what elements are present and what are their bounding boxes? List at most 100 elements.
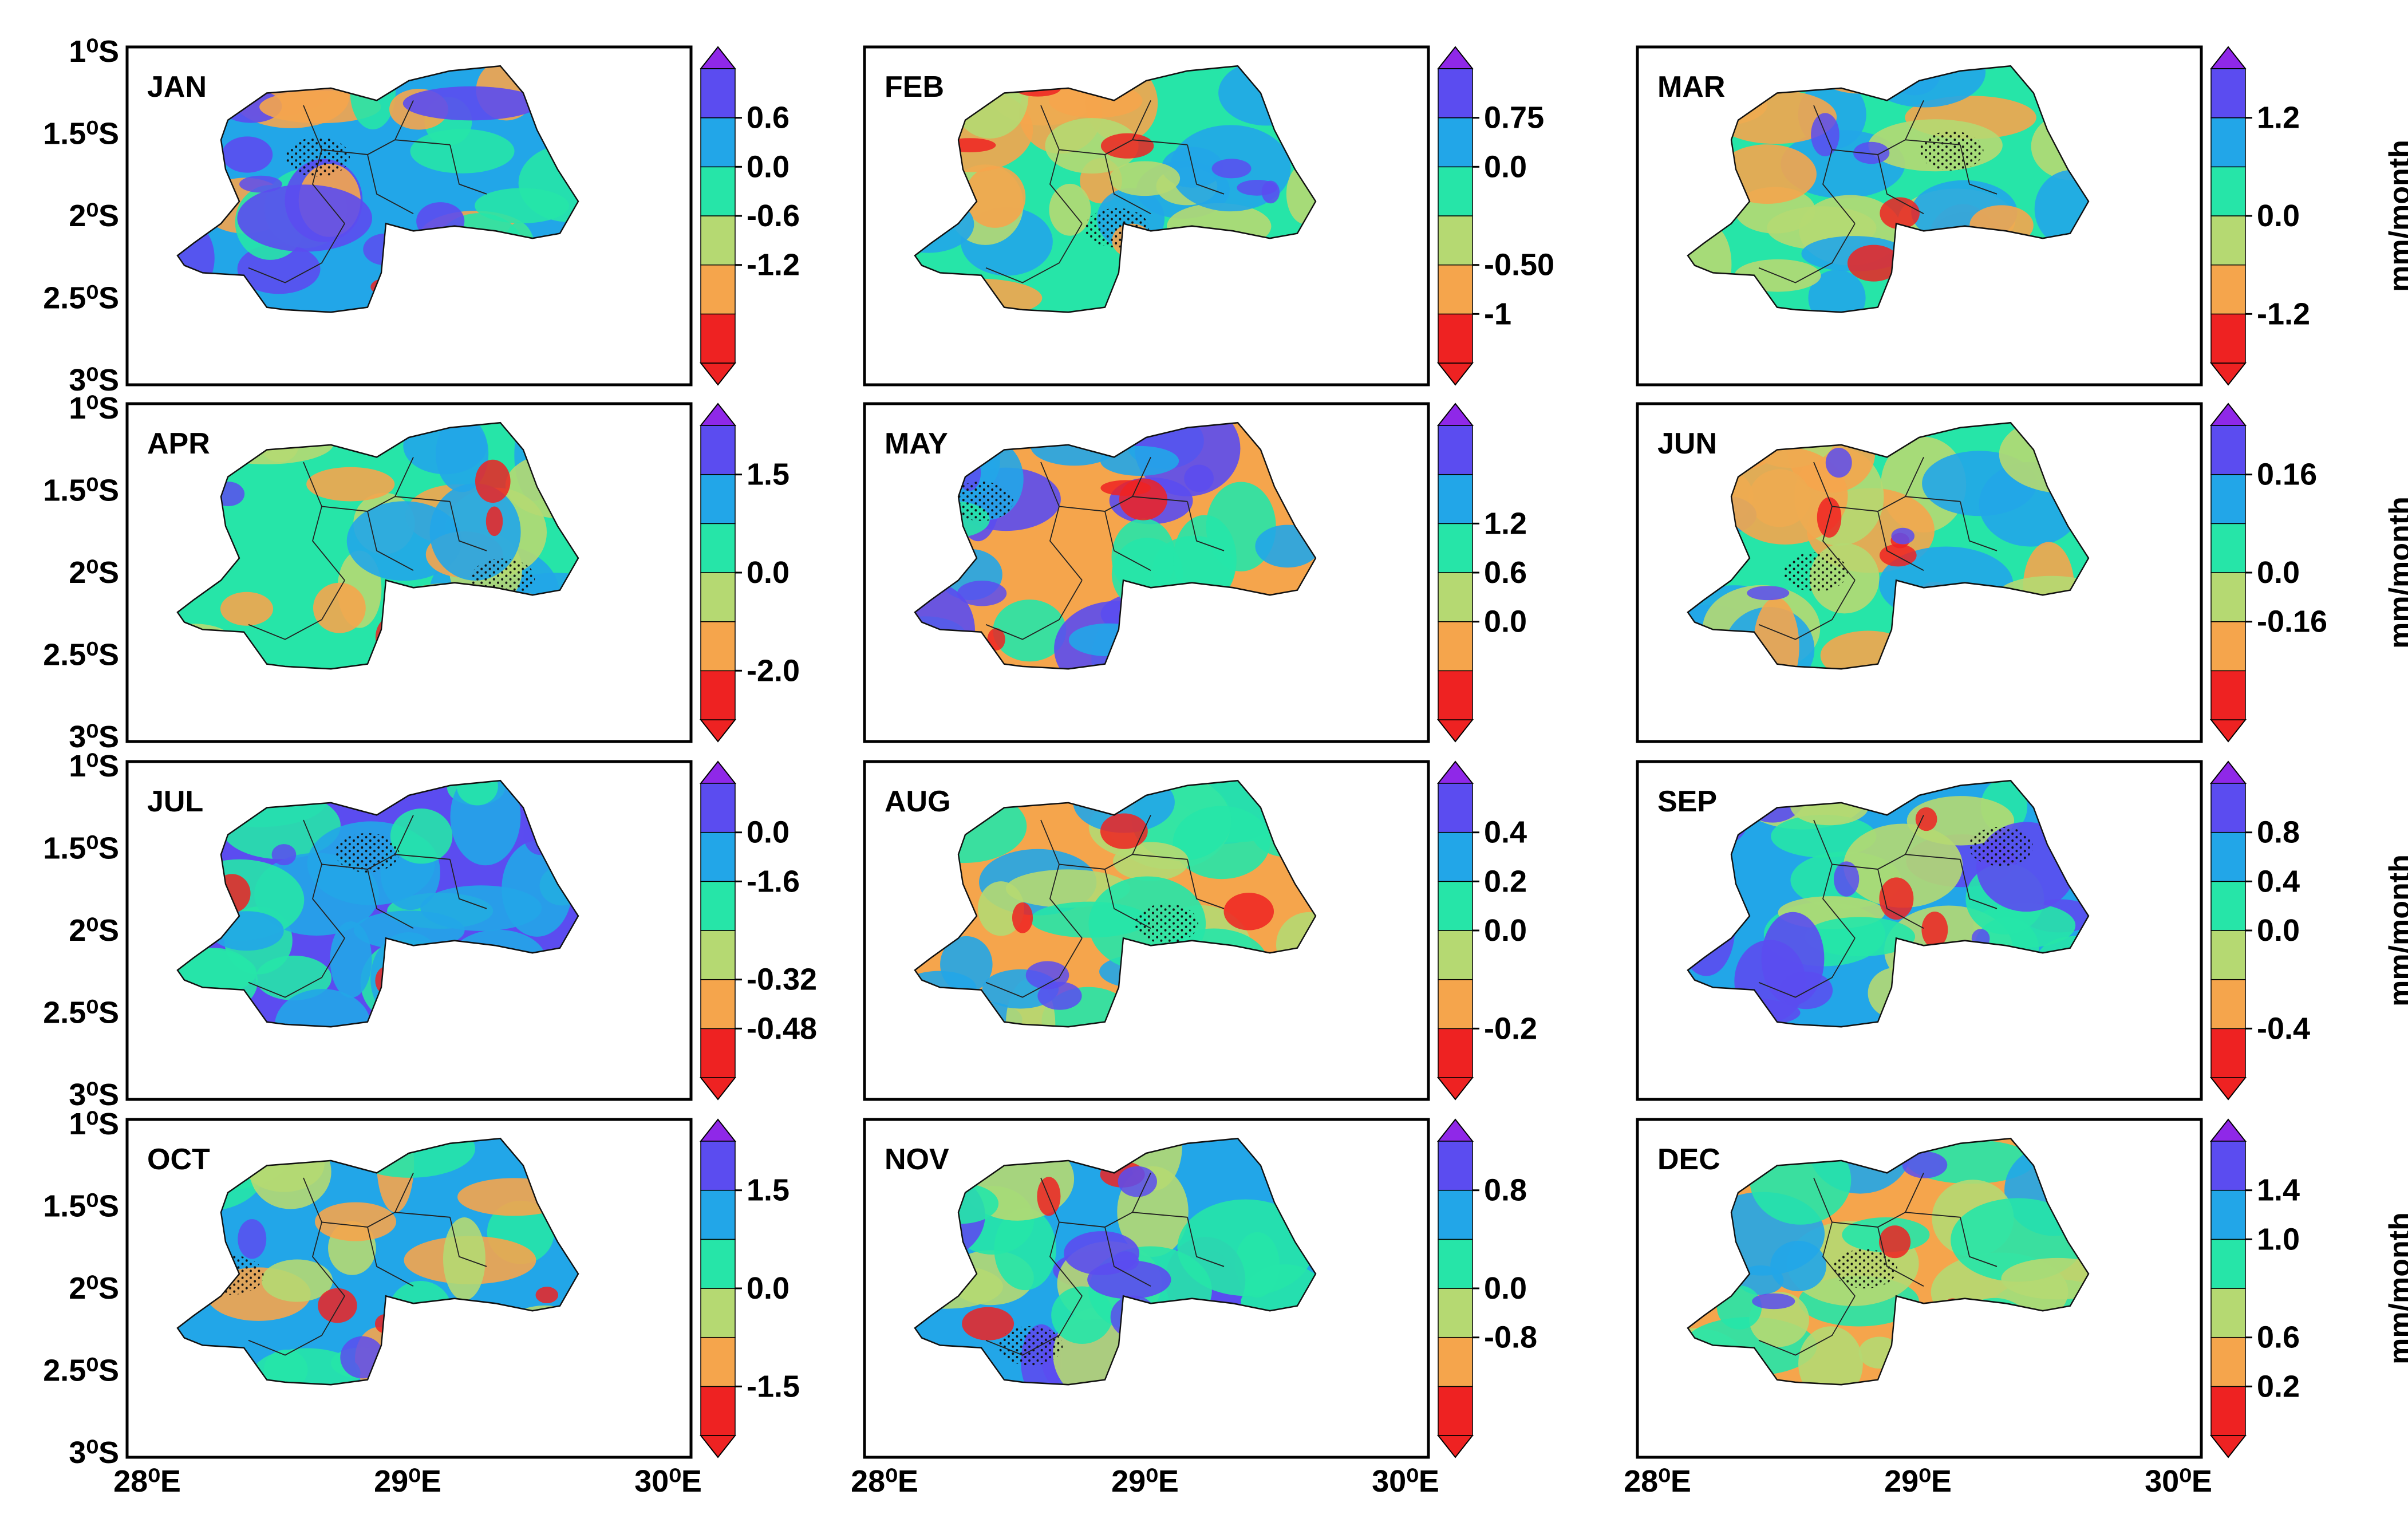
province-border [1960, 859, 1998, 909]
colorbar-band [2210, 523, 2246, 573]
contour-patch [1753, 597, 1799, 669]
y-tick-label: 1⁰S [69, 749, 119, 783]
contour-patch [1723, 447, 1848, 545]
province-border [1187, 501, 1225, 551]
country-border [176, 779, 579, 1028]
contour-patch [237, 184, 372, 252]
province-border [321, 854, 451, 870]
colorbar-band [700, 474, 736, 525]
contour-patch [220, 591, 274, 626]
contour-patch [1843, 823, 1963, 908]
colorbar-band [700, 979, 736, 1030]
y-tick-label: 1.5⁰S [43, 1189, 119, 1224]
colorbar-low-extend [699, 719, 737, 743]
colorbar-band [1438, 1386, 1473, 1436]
colorbar-band [700, 831, 736, 882]
colorbar-tick-label: -0.50 [1484, 248, 1554, 282]
colorbar-low-extend [1436, 362, 1474, 386]
colorbar-band [2210, 68, 2246, 119]
colorbar-high-extend [699, 403, 737, 426]
panel-mar: MAR 1.2 0.0 -1.2 mm/month [1636, 45, 2408, 387]
colorbar-low-extend [1436, 1077, 1474, 1101]
contour-patch [2034, 169, 2089, 249]
colorbar-tick-label: 0.6 [747, 101, 789, 135]
contour-extreme [1921, 911, 1948, 948]
colorbar-tick-label: 0.0 [747, 555, 789, 590]
province-border [1132, 456, 1151, 497]
month-label: AUG [885, 785, 951, 818]
colorbar-band [2210, 1386, 2246, 1436]
colorbar-band [1438, 425, 1473, 475]
y-tick-label: 2⁰S [69, 199, 119, 233]
contour-extreme [1811, 113, 1839, 157]
province-border [303, 105, 345, 224]
colorbar-band [1438, 1028, 1473, 1078]
colorbar-band [700, 572, 736, 622]
country-border [914, 1137, 1317, 1386]
contour-patch [1087, 1260, 1171, 1299]
contour-patch [429, 483, 521, 581]
colorbar-band [2210, 425, 2246, 475]
colorbar-band [2210, 1141, 2246, 1191]
province-border [449, 501, 487, 551]
x-tick-label: 30⁰E [1372, 1464, 1439, 1498]
colorbar-band [2210, 1189, 2246, 1240]
colorbar-band [2210, 670, 2246, 720]
x-tick-label: 29⁰E [1111, 1464, 1179, 1498]
province-border [367, 154, 414, 215]
province-border [1905, 1172, 1924, 1213]
y-tick-label: 1.5⁰S [43, 117, 119, 151]
panel-feb: FEB 0.75 0.0 -0.50 -1 [863, 45, 1554, 387]
y-tick-label: 2.5⁰S [43, 1354, 119, 1388]
colorbar-band [1438, 621, 1473, 672]
province-border [1877, 154, 1924, 215]
contour-extreme [1211, 159, 1252, 179]
colorbar-band [700, 166, 736, 216]
panels-layer: JAN 0.6 0.0 -0.6 -1.2 FEB 0.75 0.0 -0.50 -1 MAR 1.2… [125, 45, 2408, 1459]
colorbar-tick-label: 0.0 [1484, 605, 1527, 639]
province-border [394, 1172, 414, 1213]
colorbar-band [700, 523, 736, 573]
colorbar-low-extend [699, 1077, 737, 1101]
contour-extreme [238, 1219, 267, 1259]
colorbar-band [1438, 881, 1473, 931]
colorbar-unit-label: mm/month [2383, 1212, 2408, 1365]
colorbar-band [2210, 215, 2246, 266]
province-border [1758, 937, 1856, 998]
colorbar-tick-label: 0.0 [2257, 199, 2300, 233]
y-tick-label: 1⁰S [69, 34, 119, 69]
province-border [1813, 1177, 1856, 1297]
colorbar-band [700, 1288, 736, 1338]
colorbar-tick-label: 0.4 [1484, 815, 1527, 850]
colorbar-tick-label: -0.48 [747, 1011, 817, 1046]
colorbar-band [2210, 474, 2246, 525]
province-border [449, 144, 487, 195]
contour-extreme [318, 1288, 357, 1323]
province-border [1132, 100, 1151, 140]
province-border [1187, 859, 1225, 909]
colorbar-tick-label: 1.5 [747, 1173, 789, 1208]
colorbar-band [2210, 264, 2246, 315]
province-border [394, 100, 414, 140]
colorbar-aug: 0.4 0.2 0.0 -0.2 [1436, 760, 1537, 1101]
colorbar-band [1438, 1336, 1473, 1387]
contour-extreme [1879, 544, 1917, 567]
country-border [1687, 779, 2090, 1028]
province-border [1758, 223, 1856, 283]
colorbar-band [2210, 881, 2246, 931]
colorbar-tick-label: 1.4 [2257, 1173, 2300, 1208]
contour-patch [330, 921, 372, 998]
province-border [1104, 1227, 1151, 1287]
x-tick-label: 28⁰E [1624, 1464, 1691, 1498]
colorbar-tick-label: 0.2 [1484, 864, 1527, 898]
y-tick-label: 2⁰S [69, 1271, 119, 1306]
colorbar-band [2210, 313, 2246, 364]
colorbar-mar: 1.2 0.0 -1.2 mm/month [2209, 46, 2408, 386]
contour-patch [390, 809, 453, 864]
province-border [1040, 462, 1083, 581]
colorbar-low-extend [2209, 362, 2247, 386]
colorbar-tick-label: -0.6 [747, 199, 800, 233]
colorbar-tick-label: 0.4 [2257, 864, 2300, 898]
contour-patch [978, 881, 1024, 936]
colorbar-band [2210, 1028, 2246, 1078]
